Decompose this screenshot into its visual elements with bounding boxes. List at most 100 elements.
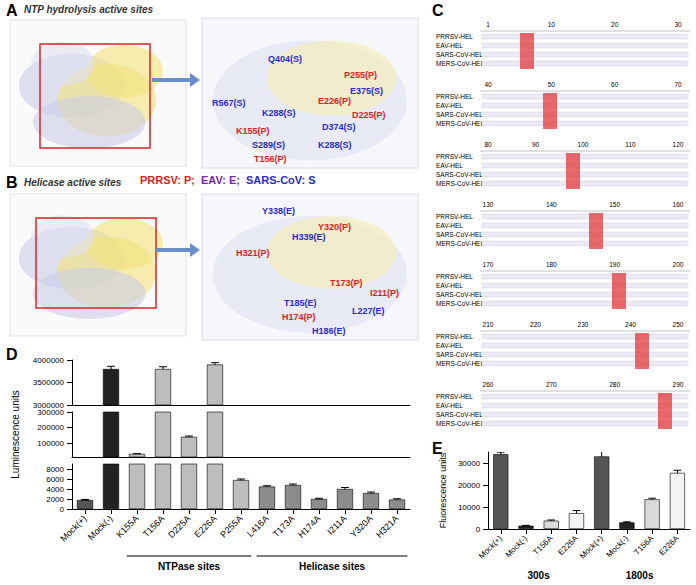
- svg-text:D374(S): D374(S): [322, 122, 356, 132]
- svg-text:3000000: 3000000: [33, 401, 65, 410]
- svg-text:30000: 30000: [458, 459, 481, 468]
- svg-text:SARS-CoV-HEL: SARS-CoV-HEL: [436, 231, 483, 238]
- svg-text:3500000: 3500000: [33, 378, 65, 387]
- svg-text:Helicase active sites: Helicase active sites: [24, 177, 122, 188]
- svg-text:250: 250: [673, 321, 684, 328]
- svg-text:P255A: P255A: [218, 513, 244, 539]
- svg-text:I211A: I211A: [325, 513, 348, 536]
- svg-text:170: 170: [483, 261, 494, 268]
- svg-text:PRRSV-HEL: PRRSV-HEL: [436, 33, 473, 40]
- svg-text:H321(P): H321(P): [236, 248, 270, 258]
- svg-text:140: 140: [546, 201, 557, 208]
- svg-text:C: C: [432, 2, 444, 19]
- svg-text:L416A: L416A: [245, 513, 270, 538]
- svg-text:H339(E): H339(E): [292, 232, 326, 242]
- svg-text:A: A: [6, 2, 18, 19]
- svg-text:210: 210: [483, 321, 494, 328]
- svg-text:20000: 20000: [458, 481, 481, 490]
- svg-text:K155A: K155A: [114, 513, 140, 539]
- svg-text:E226A: E226A: [556, 533, 580, 557]
- svg-text:EAV-HEL: EAV-HEL: [436, 282, 463, 289]
- svg-text:T173A: T173A: [271, 513, 297, 539]
- svg-text:90: 90: [532, 141, 540, 148]
- svg-text:T156A: T156A: [632, 533, 655, 556]
- svg-text:EAV-HEL: EAV-HEL: [436, 342, 463, 349]
- svg-text:200: 200: [673, 261, 684, 268]
- svg-text:6000: 6000: [46, 475, 64, 484]
- svg-text:E226(P): E226(P): [318, 96, 351, 106]
- svg-text:SARS-CoV-HEL: SARS-CoV-HEL: [436, 351, 483, 358]
- svg-text:Mock(-): Mock(-): [504, 534, 530, 560]
- svg-text:120: 120: [673, 141, 684, 148]
- svg-text:Y320A: Y320A: [348, 513, 374, 539]
- svg-text:T156A: T156A: [531, 533, 554, 556]
- svg-text:PRRSV-HEL: PRRSV-HEL: [436, 93, 473, 100]
- svg-text:H174A: H174A: [296, 513, 323, 540]
- svg-text:T156(P): T156(P): [254, 154, 287, 164]
- svg-text:SARS-CoV: S: SARS-CoV: S: [246, 174, 316, 186]
- svg-text:40: 40: [484, 81, 492, 88]
- svg-text:PRRSV-HEL: PRRSV-HEL: [436, 273, 473, 280]
- svg-text:P255(P): P255(P): [344, 70, 377, 80]
- svg-text:200000: 200000: [37, 423, 64, 432]
- svg-text:NTP hydrolysis active sites: NTP hydrolysis active sites: [24, 4, 154, 15]
- svg-text:270: 270: [546, 381, 557, 388]
- svg-text:H186(E): H186(E): [312, 326, 346, 336]
- svg-text:180: 180: [546, 261, 557, 268]
- svg-text:Q404(S): Q404(S): [268, 54, 302, 64]
- svg-text:300s: 300s: [527, 570, 550, 581]
- svg-text:2000: 2000: [46, 495, 64, 504]
- svg-text:PRRSV-HEL: PRRSV-HEL: [436, 333, 473, 340]
- svg-text:PRRSV-HEL: PRRSV-HEL: [436, 213, 473, 220]
- svg-text:MERS-CoV-HEL: MERS-CoV-HEL: [436, 360, 484, 367]
- svg-text:K155(P): K155(P): [236, 126, 270, 136]
- svg-text:MERS-CoV-HEL: MERS-CoV-HEL: [436, 240, 484, 247]
- svg-text:1: 1: [486, 21, 490, 28]
- svg-text:T156A: T156A: [141, 513, 167, 539]
- svg-text:MERS-CoV-HEL: MERS-CoV-HEL: [436, 300, 484, 307]
- svg-text:D225A: D225A: [166, 513, 193, 540]
- svg-text:230: 230: [578, 321, 589, 328]
- svg-text:1800s: 1800s: [626, 570, 654, 581]
- svg-text:EAV: E;: EAV: E;: [201, 174, 240, 186]
- svg-text:Mock(-): Mock(-): [605, 534, 631, 560]
- svg-text:240: 240: [625, 321, 636, 328]
- svg-text:E226A: E226A: [192, 513, 218, 539]
- svg-text:4000: 4000: [46, 485, 64, 494]
- svg-text:E375(S): E375(S): [350, 86, 383, 96]
- svg-text:H174(P): H174(P): [282, 312, 316, 322]
- svg-text:130: 130: [483, 201, 494, 208]
- svg-text:80: 80: [484, 141, 492, 148]
- svg-text:MERS-CoV-HEL: MERS-CoV-HEL: [436, 420, 484, 427]
- svg-text:20: 20: [611, 21, 619, 28]
- svg-text:E226A: E226A: [657, 533, 681, 557]
- svg-text:Luminescence units: Luminescence units: [10, 390, 21, 478]
- svg-text:H321A: H321A: [374, 513, 401, 540]
- svg-text:K288(S): K288(S): [262, 108, 296, 118]
- svg-text:EAV-HEL: EAV-HEL: [436, 42, 463, 49]
- svg-text:MERS-CoV-HEL: MERS-CoV-HEL: [436, 60, 484, 67]
- svg-text:0: 0: [476, 525, 481, 534]
- svg-text:B: B: [6, 174, 18, 191]
- svg-text:NTPase sites: NTPase sites: [158, 561, 221, 572]
- svg-text:Fluorescence units: Fluorescence units: [438, 452, 448, 528]
- svg-text:EAV-HEL: EAV-HEL: [436, 222, 463, 229]
- svg-text:MERS-CoV-HEL: MERS-CoV-HEL: [436, 180, 484, 187]
- svg-text:EAV-HEL: EAV-HEL: [436, 402, 463, 409]
- svg-text:EAV-HEL: EAV-HEL: [436, 102, 463, 109]
- svg-text:150: 150: [609, 201, 620, 208]
- svg-text:260: 260: [483, 381, 494, 388]
- svg-text:100: 100: [578, 141, 589, 148]
- svg-text:SARS-CoV-HEL: SARS-CoV-HEL: [436, 411, 483, 418]
- svg-text:190: 190: [609, 261, 620, 268]
- svg-text:PRRSV-HEL: PRRSV-HEL: [436, 153, 473, 160]
- svg-text:50: 50: [548, 81, 556, 88]
- svg-text:T185(E): T185(E): [284, 298, 317, 308]
- svg-text:280: 280: [609, 381, 620, 388]
- svg-text:SARS-CoV-HEL: SARS-CoV-HEL: [436, 171, 483, 178]
- svg-text:PRRSV: P;: PRRSV: P;: [140, 174, 195, 186]
- svg-text:160: 160: [673, 201, 684, 208]
- svg-text:T173(P): T173(P): [330, 278, 363, 288]
- svg-text:L227(E): L227(E): [352, 306, 385, 316]
- svg-text:Y338(E): Y338(E): [262, 206, 295, 216]
